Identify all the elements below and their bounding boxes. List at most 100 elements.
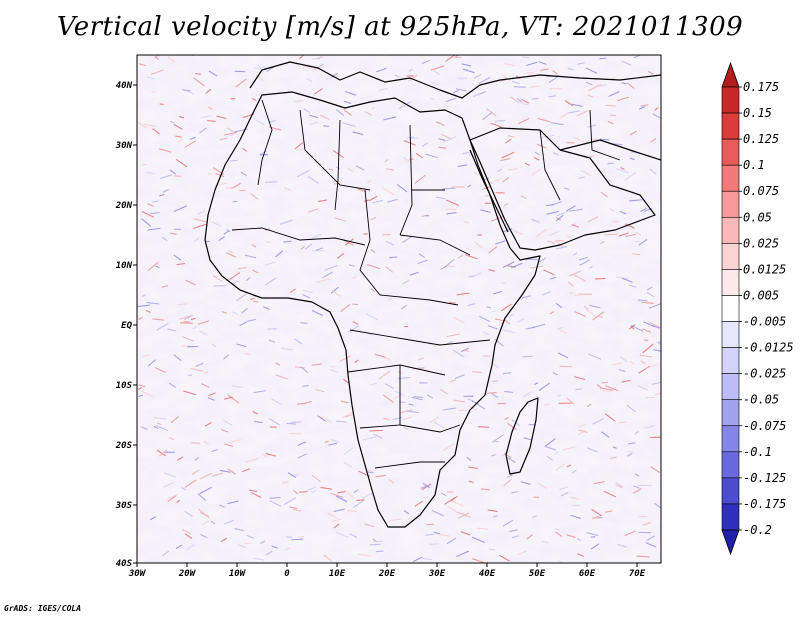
- velocity-streak: [567, 281, 574, 287]
- velocity-streak: [510, 96, 520, 104]
- velocity-streak: [532, 515, 538, 518]
- velocity-streak: [199, 127, 207, 134]
- velocity-streak: [587, 124, 597, 128]
- velocity-streak: [229, 98, 235, 102]
- velocity-streak: [589, 304, 601, 309]
- velocity-streak: [588, 353, 602, 360]
- velocity-streak: [549, 310, 555, 315]
- colorbar-box: [721, 138, 740, 166]
- velocity-streak: [618, 232, 629, 237]
- velocity-streak: [352, 320, 359, 325]
- velocity-streak: [641, 328, 652, 333]
- velocity-streak: [140, 390, 153, 397]
- velocity-streak: [218, 236, 226, 242]
- map-panel: [137, 55, 661, 563]
- velocity-streak: [220, 537, 228, 543]
- velocity-streak: [304, 400, 312, 404]
- velocity-streak: [626, 82, 635, 89]
- velocity-streak: [426, 394, 434, 399]
- velocity-streak: [433, 421, 445, 429]
- velocity-streak: [173, 254, 182, 261]
- velocity-streak: [447, 505, 459, 514]
- velocity-streak: [433, 70, 440, 75]
- velocity-streak: [407, 410, 420, 414]
- velocity-streak: [517, 550, 527, 556]
- velocity-streak: [635, 232, 642, 236]
- colorbar-label: 0.075: [743, 184, 779, 198]
- velocity-streak: [146, 76, 155, 80]
- velocity-streak: [421, 142, 429, 147]
- velocity-streak: [555, 302, 563, 309]
- colorbar-label: 0.175: [743, 80, 779, 94]
- velocity-streak: [138, 384, 146, 388]
- velocity-streak: [441, 492, 447, 497]
- velocity-streak: [414, 174, 426, 184]
- velocity-streak: [231, 385, 244, 389]
- velocity-streak: [586, 532, 599, 536]
- velocity-streak: [309, 121, 319, 126]
- velocity-streak: [223, 354, 229, 360]
- velocity-streak: [487, 325, 498, 330]
- velocity-streak: [201, 383, 210, 388]
- velocity-streak: [454, 374, 465, 380]
- velocity-streak: [457, 511, 468, 516]
- velocity-streak: [182, 336, 195, 342]
- velocity-streak: [615, 167, 629, 174]
- velocity-streak: [490, 122, 502, 128]
- velocity-streak: [615, 483, 623, 489]
- velocity-streak: [531, 218, 540, 223]
- velocity-streak: [650, 138, 657, 143]
- velocity-streak: [605, 385, 619, 392]
- velocity-streak: [654, 502, 661, 509]
- velocity-streak: [329, 369, 338, 373]
- velocity-streak: [141, 218, 152, 227]
- velocity-streak: [167, 495, 177, 503]
- velocity-streak: [364, 523, 375, 528]
- velocity-streak: [464, 514, 471, 519]
- velocity-streak: [649, 322, 661, 329]
- colorbar-box: [721, 347, 740, 374]
- velocity-streak: [193, 223, 207, 230]
- velocity-streak: [546, 210, 559, 215]
- velocity-streak: [138, 316, 143, 321]
- velocity-streak: [555, 214, 564, 222]
- velocity-streak: [235, 78, 247, 88]
- velocity-streak: [245, 457, 259, 463]
- velocity-streak: [588, 138, 600, 141]
- velocity-streak: [289, 506, 298, 510]
- velocity-streak: [444, 496, 457, 505]
- velocity-streak: [265, 277, 277, 286]
- velocity-streak: [335, 531, 349, 538]
- velocity-streak: [181, 529, 191, 534]
- velocity-streak: [396, 184, 408, 193]
- velocity-streak: [472, 371, 482, 374]
- velocity-streak: [566, 464, 572, 468]
- velocity-streak: [343, 446, 355, 455]
- velocity-streak: [394, 74, 400, 78]
- velocity-streak: [141, 211, 154, 218]
- velocity-streak: [640, 207, 647, 212]
- velocity-streak: [566, 534, 576, 538]
- velocity-streak: [315, 388, 325, 393]
- colorbar-label: -0.005: [743, 315, 786, 329]
- velocity-streak: [375, 550, 384, 553]
- velocity-streak: [389, 256, 398, 259]
- velocity-streak: [303, 108, 311, 114]
- velocity-streak: [378, 87, 389, 92]
- velocity-streak: [598, 315, 604, 319]
- velocity-streak: [521, 56, 530, 59]
- lon-tick-label: 10E: [329, 569, 346, 579]
- velocity-streak: [566, 397, 575, 405]
- velocity-streak: [585, 81, 593, 86]
- velocity-streak: [417, 357, 424, 361]
- velocity-streak: [340, 400, 349, 404]
- velocity-streak: [264, 261, 276, 266]
- velocity-streak: [186, 544, 195, 551]
- velocity-streak: [421, 59, 431, 65]
- velocity-streak: [462, 68, 475, 74]
- velocity-streak: [138, 394, 144, 397]
- velocity-streak: [543, 269, 555, 276]
- velocity-streak: [402, 236, 412, 244]
- velocity-streak: [482, 111, 493, 121]
- velocity-streak: [383, 417, 390, 421]
